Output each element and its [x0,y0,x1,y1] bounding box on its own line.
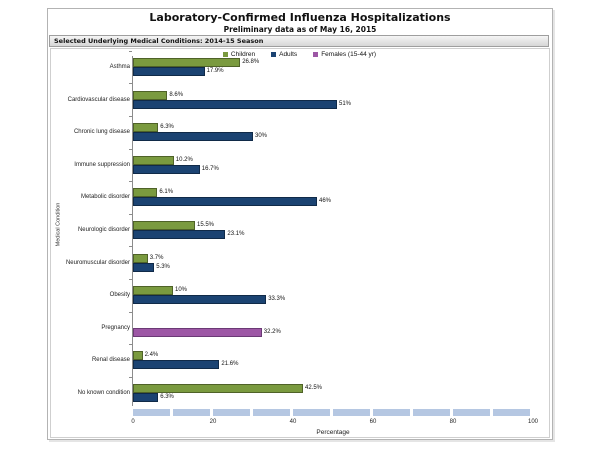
y-axis-tick [129,115,132,117]
legend-swatch-adults [271,52,277,57]
legend-swatch-females-15-44-yr- [313,52,319,57]
bar-value-label: 10% [175,287,188,294]
category-label-neurologic-disorder: Neurologic disorder [77,227,130,233]
bar-adults-neuromuscular-disorder [133,262,155,272]
y-axis-tick [129,50,132,52]
bar-value-label: 17.9% [206,68,224,74]
category-label-metabolic-disorder: Metabolic disorder [80,194,130,201]
y-axis-tick [129,181,132,183]
x-tick-label-80: 80 [449,419,457,425]
y-axis-tick [129,344,132,346]
bar-children-metabolic-disorder [133,188,158,198]
bar-children-chronic-lung-disease [133,123,159,133]
bar-value-label: 6.3% [160,394,174,400]
bar-value-label: 32.2% [263,328,281,335]
category-label-chronic-lung-disease: Chronic lung disease [73,129,130,136]
x-tick-label-40: 40 [289,419,297,425]
bar-children-neuromuscular-disorder [133,253,148,263]
bar-adults-metabolic-disorder [133,197,317,207]
bar-adults-immune-suppression [133,164,200,174]
chart-legend: Children Adults Females (15-44 yr) [50,51,549,58]
bar-children-obesity [133,286,173,296]
bar-adults-cardiovascular-disease [133,99,337,109]
bar-value-label: 26.8% [242,59,260,65]
x-axis-title: Percentage [316,429,350,436]
legend-item-children: Children [222,51,256,58]
y-axis-line [132,56,133,406]
bar-value-label: 30% [255,133,268,140]
category-label-pregnancy: Pregnancy [101,324,130,331]
bar-value-label: 6.1% [159,189,174,196]
bar-adults-asthma [133,67,205,76]
bar-adults-no-known-condition [133,393,159,402]
y-axis-tick [129,213,132,215]
bar-value-label: 46% [319,198,332,205]
x-tick-label-0: 0 [131,419,135,425]
legend-item-females-15-44-yr-: Females (15-44 yr) [313,51,376,58]
bar-value-label: 6.3% [160,124,174,131]
legend-label: Females (15-44 yr) [321,51,377,58]
bar-value-label: 23.1% [227,231,245,237]
bar-children-cardiovascular-disease [133,90,168,100]
y-axis-tick [129,311,132,313]
page-subtitle: Preliminary data as of May 16, 2015 [223,25,377,34]
section-header-bar: Selected Underlying Medical Conditions: … [49,35,549,47]
page-title: Laboratory-Confirmed Influenza Hospitali… [149,11,451,24]
category-label-immune-suppression: Immune suppression [74,161,130,168]
y-axis-tick [129,376,132,378]
category-label-asthma: Asthma [109,64,130,70]
bar-females-15-44-yr--pregnancy [133,327,262,337]
bar-value-label: 10.2% [175,156,193,163]
bar-value-label: 5.3% [156,263,170,270]
bar-value-label: 42.5% [305,385,323,391]
y-axis-tick [129,278,132,280]
legend-label: Children [230,51,256,58]
category-label-renal-disease: Renal disease [91,357,130,364]
bar-value-label: 21.6% [221,361,239,368]
legend-label: Adults [279,51,298,58]
x-tick-label-60: 60 [369,419,377,425]
y-axis-tick [129,246,132,248]
category-label-obesity: Obesity [109,292,130,299]
bar-value-label: 2.4% [144,352,159,359]
bar-adults-neurologic-disorder [133,230,226,239]
legend-item-adults: Adults [271,51,297,58]
bar-adults-chronic-lung-disease [133,132,253,142]
category-label-no-known-condition: No known condition [77,390,130,396]
x-tick-label-100: 100 [527,419,538,425]
x-axis-scrollbar[interactable] [133,409,533,416]
bar-value-label: 51% [339,100,352,107]
bar-value-label: 33.3% [268,296,286,303]
bar-adults-obesity [133,295,267,305]
x-tick-label-20: 20 [209,419,217,425]
bar-children-neurologic-disorder [133,221,195,230]
bar-value-label: 16.7% [201,165,219,172]
y-axis-tick [129,148,132,150]
bar-adults-renal-disease [133,360,220,370]
category-label-neuromuscular-disorder: Neuromuscular disorder [65,259,130,266]
chart-area [50,48,550,438]
bar-value-label: 15.5% [197,222,215,228]
bar-children-renal-disease [133,351,143,361]
category-label-cardiovascular-disease: Cardiovascular disease [67,96,130,103]
bar-value-label: 3.7% [149,254,164,261]
y-axis-tick [129,83,132,85]
bar-children-asthma [133,58,241,67]
legend-swatch-children [222,52,228,57]
bar-value-label: 8.6% [169,91,184,98]
bar-children-immune-suppression [133,155,174,165]
bar-children-no-known-condition [133,384,303,393]
